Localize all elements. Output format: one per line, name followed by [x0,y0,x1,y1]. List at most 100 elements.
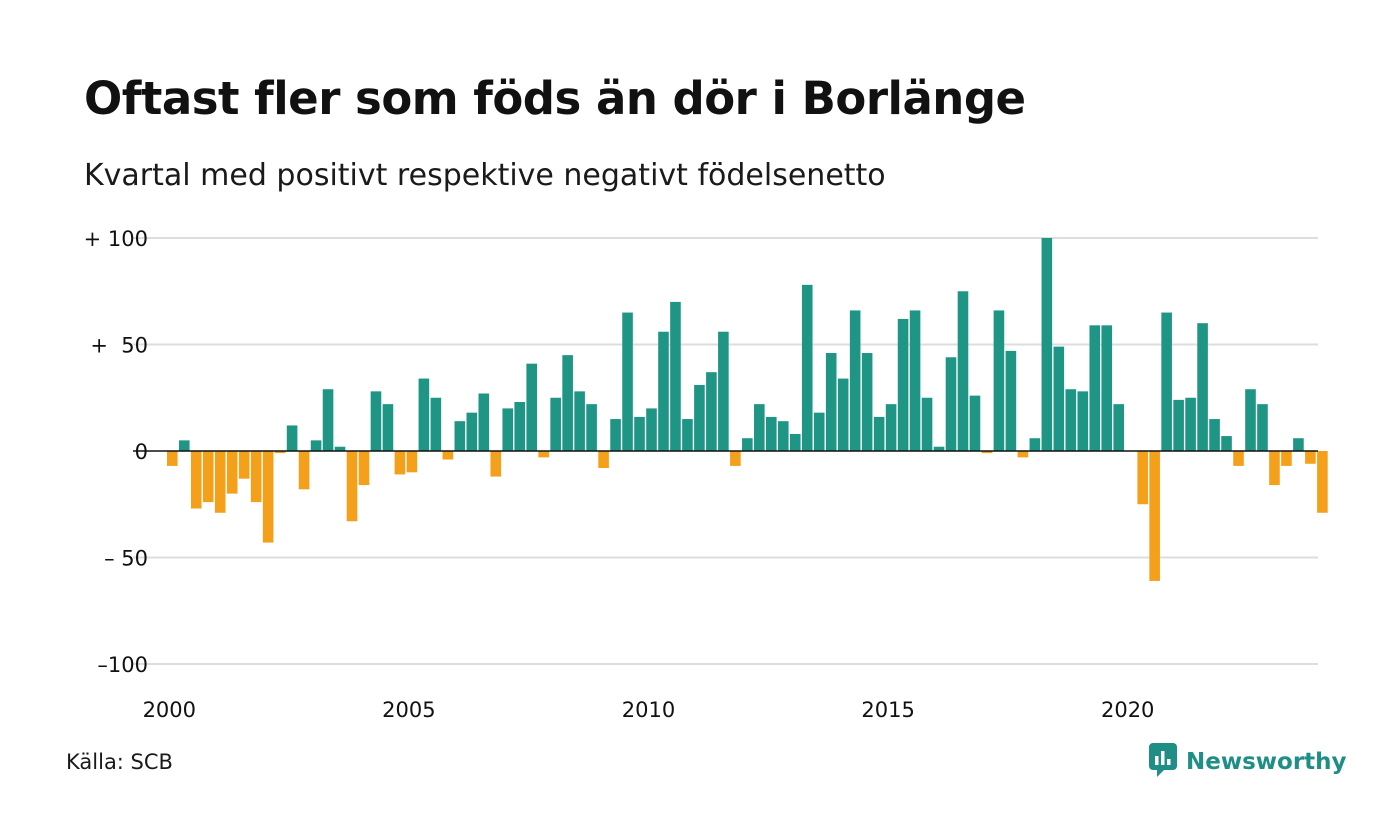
bar-2015-q4 [921,397,933,451]
bar-2010-q1 [646,408,657,451]
bar-2013-q1 [789,433,801,451]
bar-2010-q2 [658,331,669,451]
bar-2013-q2 [801,284,813,451]
x-axis-ticks: 2000 2005 2010 2015 2020 [143,698,1155,722]
bar-2000-q2 [178,440,190,451]
chart-title: Oftast fler som föds än dör i Borlänge [84,72,1026,125]
bar-2015-q2 [897,318,909,451]
grid-lines [133,237,1318,665]
bar-2015-q1 [885,404,897,451]
bar-2018-q1 [1029,438,1041,451]
bar-2000-q4 [202,451,214,503]
bar-2023-q2 [1281,451,1292,466]
bar-2016-q3 [957,291,969,451]
bar-2014-q4 [873,416,885,451]
bar-2021-q3 [1197,323,1208,451]
bar-2001-q1 [214,451,226,513]
x-tick-label: 2000 [143,698,196,722]
bar-2000-q1 [167,451,178,466]
bar-2012-q4 [777,421,789,451]
bar-2005-q4 [442,451,454,460]
bar-2020-q2 [1137,451,1148,505]
bar-2019-q3 [1101,325,1113,451]
x-tick-label: 2010 [622,698,675,722]
bar-2002-q4 [298,451,310,490]
bar-2014-q2 [849,310,861,451]
bar-2002-q2 [274,451,286,454]
x-tick-label: 2020 [1101,698,1154,722]
y-tick-label: –100 [97,653,148,677]
bar-2022-q3 [1245,389,1256,451]
bar-2016-q1 [933,446,945,451]
bar-2017-q2 [993,310,1005,451]
bar-2024-q1 [1317,451,1328,513]
bar-2021-q4 [1209,419,1220,451]
bar-2022-q4 [1257,404,1268,451]
bar-2004-q4 [394,451,406,475]
y-axis-ticks: + 100 + 50 0 – 50 –100 [84,227,148,677]
bar-2011-q2 [706,372,717,451]
bar-2003-q3 [334,446,346,451]
bar-2007-q2 [514,402,526,451]
bar-2015-q3 [909,310,921,451]
bar-chart-speech-icon [1148,742,1178,782]
bar-2022-q1 [1221,436,1232,451]
bar-2007-q1 [502,408,514,451]
bar-2018-q3 [1053,346,1065,451]
bars [167,238,1328,581]
bar-2006-q2 [466,412,478,451]
bar-2016-q2 [945,357,957,451]
bar-2008-q4 [586,404,597,451]
y-tick-label: + 50 [90,334,148,358]
x-tick-label: 2005 [382,698,435,722]
chart-subtitle: Kvartal med positivt respektive negativt… [84,158,886,193]
bar-2010-q4 [682,419,693,451]
y-tick-label: 0 [135,440,148,464]
bar-2020-q3 [1149,451,1160,581]
bar-2011-q3 [718,331,729,451]
y-tick-label: + 100 [84,227,148,251]
bar-2001-q3 [238,451,250,479]
x-tick-label: 2015 [861,698,914,722]
bar-2002-q1 [262,451,274,543]
bar-2001-q4 [250,451,262,503]
bar-2003-q4 [346,451,358,522]
bar-2009-q4 [634,416,645,451]
bar-2014-q3 [861,353,873,451]
bar-2022-q2 [1233,451,1244,466]
bar-2020-q4 [1161,312,1172,451]
bar-2010-q3 [670,301,681,451]
bar-2006-q1 [454,421,466,451]
bar-2013-q4 [825,353,837,451]
bar-2004-q3 [382,404,394,451]
bar-2008-q1 [550,397,561,451]
bar-2019-q1 [1077,391,1089,451]
bar-2018-q4 [1065,389,1077,451]
bar-2004-q2 [370,391,382,451]
bar-2019-q4 [1113,404,1125,451]
bar-2004-q1 [358,451,370,486]
bar-2009-q3 [622,312,633,451]
bar-2023-q3 [1293,438,1304,451]
bar-2000-q3 [190,451,202,509]
bar-2021-q1 [1173,399,1184,451]
bar-2013-q3 [813,412,825,451]
bar-2001-q2 [226,451,238,494]
bar-2012-q1 [742,438,753,451]
bar-2023-q1 [1269,451,1280,486]
bar-2011-q1 [694,384,705,451]
bar-2008-q3 [574,391,585,451]
bar-2021-q2 [1185,397,1196,451]
bar-2011-q4 [730,451,741,466]
bar-2017-q3 [1005,350,1017,451]
y-tick-label: – 50 [104,547,148,571]
bar-2017-q4 [1017,451,1029,458]
bar-2003-q2 [322,389,334,451]
bar-2012-q2 [754,404,765,451]
brand-logo: Newsworthy [1148,743,1347,781]
bar-2018-q2 [1041,238,1053,451]
bar-2007-q4 [538,451,549,458]
bar-2023-q4 [1305,451,1316,464]
bar-2002-q3 [286,425,298,451]
